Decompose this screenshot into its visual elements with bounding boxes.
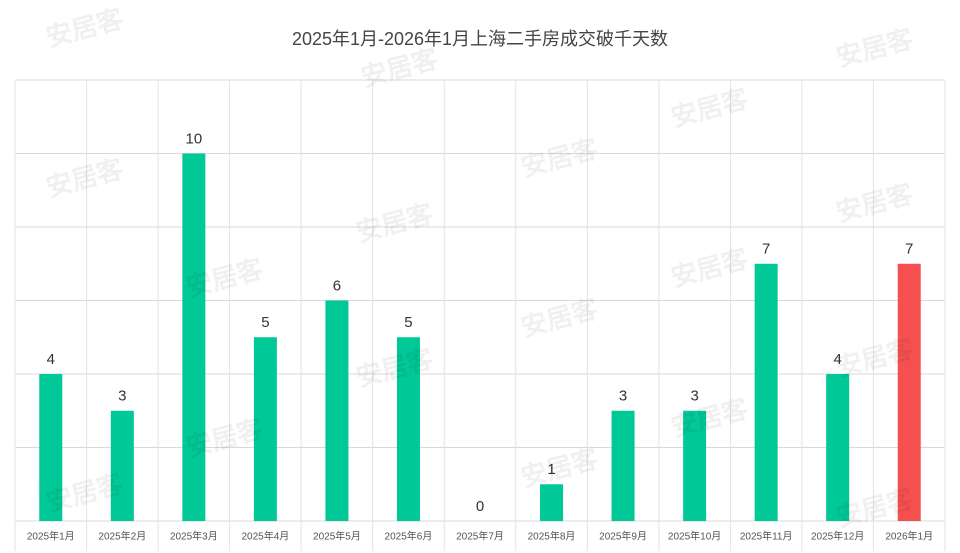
bar [897, 263, 921, 521]
bar [683, 410, 707, 521]
bar [754, 263, 778, 521]
x-tick-label: 2025年6月 [385, 530, 433, 543]
x-tick-label: 2025年8月 [528, 530, 576, 543]
bar [611, 410, 635, 521]
data-label: 6 [333, 277, 341, 294]
x-tick-label: 2025年2月 [98, 530, 146, 543]
x-tick-label: 2025年5月 [313, 530, 361, 543]
x-tick-label: 2025年10月 [668, 530, 721, 543]
data-label: 10 [186, 130, 203, 147]
bar [182, 153, 206, 521]
x-tick-label: 2025年9月 [599, 530, 647, 543]
bar [325, 300, 349, 521]
data-label: 3 [690, 388, 698, 405]
x-tick-label: 2025年1月 [27, 530, 75, 543]
x-tick-label: 2025年11月 [740, 530, 793, 543]
data-label: 4 [834, 351, 842, 368]
bar [826, 374, 850, 521]
data-label: 7 [762, 241, 770, 258]
x-tick-label: 2025年7月 [456, 530, 504, 543]
x-tick-label: 2026年1月 [885, 530, 933, 543]
bar [540, 484, 564, 521]
x-tick-label: 2025年4月 [241, 530, 289, 543]
data-label: 4 [47, 351, 55, 368]
bar [253, 337, 277, 521]
data-label: 0 [476, 498, 484, 515]
data-label: 5 [404, 314, 412, 331]
bar [110, 410, 134, 521]
data-label: 3 [118, 388, 126, 405]
bar [39, 374, 63, 521]
bar [396, 337, 420, 521]
data-label: 3 [619, 388, 627, 405]
x-tick-label: 2025年3月 [170, 530, 218, 543]
data-label: 7 [905, 241, 913, 258]
chart-title: 2025年1月-2026年1月上海二手房成交破千天数 [292, 29, 668, 49]
data-label: 5 [261, 314, 269, 331]
data-label: 1 [547, 461, 555, 478]
x-tick-label: 2025年12月 [811, 530, 864, 543]
